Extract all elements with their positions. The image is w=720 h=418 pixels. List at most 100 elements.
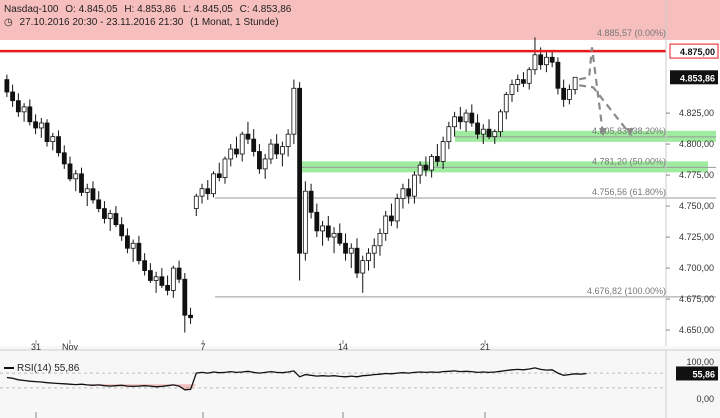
rsi-legend: RSI(14) 55,86 xyxy=(4,363,79,374)
candle-body xyxy=(486,128,492,138)
candle-body xyxy=(10,91,16,102)
candle-body xyxy=(251,138,257,152)
candle-body xyxy=(113,213,119,226)
projection-arrowhead-2 xyxy=(626,128,634,137)
candle-body xyxy=(429,156,435,171)
candle-body xyxy=(257,151,262,170)
candle-body xyxy=(245,133,251,140)
y-tick-label: 4.775,00 xyxy=(679,170,714,180)
close-label: C: 4.853,86 xyxy=(239,4,292,15)
candle-body xyxy=(434,156,440,162)
y-tick-label: 4.650,00 xyxy=(679,325,714,335)
rsi-line xyxy=(6,367,587,391)
candle-body xyxy=(314,211,320,232)
candle-body xyxy=(532,54,538,71)
candle-body xyxy=(67,163,73,180)
rsi-legend-swatch xyxy=(4,367,14,370)
candle-body xyxy=(503,94,509,113)
rsi-value: 55,86 xyxy=(54,363,80,374)
candle-body xyxy=(136,242,142,262)
candle-body xyxy=(102,208,107,219)
candle-body xyxy=(526,69,532,84)
candle-body xyxy=(377,232,383,247)
candle-body xyxy=(182,278,188,316)
candle-body xyxy=(360,260,366,274)
y-tick-label: 4.700,00 xyxy=(679,263,714,273)
candle-body xyxy=(348,247,354,254)
candle-body xyxy=(343,242,348,254)
candle-body xyxy=(216,173,222,178)
candle-body xyxy=(15,100,21,113)
rsi-indicator: 100,00 0,00 55,86 xyxy=(0,350,718,418)
candle-body xyxy=(193,195,199,209)
fib-label-4: 4.676,82 (100.00%) xyxy=(587,286,666,296)
candle-body xyxy=(572,76,578,90)
candle-body xyxy=(279,146,285,155)
candle-body xyxy=(176,267,182,280)
rsi-oversold-fill xyxy=(6,384,587,390)
candle-body xyxy=(440,141,446,162)
candle-body xyxy=(366,252,371,262)
candle-body xyxy=(302,190,308,254)
y-tick-label: 4.800,00 xyxy=(679,139,714,149)
rsi-panel-bg xyxy=(0,346,720,418)
candle-body xyxy=(142,260,148,271)
candle-body xyxy=(406,188,412,197)
candle-body xyxy=(561,87,567,100)
candle-body xyxy=(297,87,303,254)
x-tick-label: 7 xyxy=(200,342,205,352)
candle-body xyxy=(125,235,130,249)
candle-body xyxy=(38,122,44,129)
candles xyxy=(4,37,578,333)
candle-body xyxy=(337,232,343,244)
candle-body xyxy=(308,190,314,213)
y-tick-label: 4.675,00 xyxy=(679,294,714,304)
fib-label-2: 4.781,20 (50.00%) xyxy=(592,156,666,166)
projection-arrow-1 xyxy=(578,47,605,135)
candle-body xyxy=(446,126,452,143)
candle-body xyxy=(544,56,549,66)
candle-body xyxy=(211,173,216,195)
candle-body xyxy=(96,199,102,209)
rsi-tick-100: 100,00 xyxy=(686,357,714,367)
candle-body xyxy=(33,121,38,129)
candle-body xyxy=(492,131,498,138)
candle-body xyxy=(371,245,377,254)
candle-body xyxy=(475,122,480,135)
symbol-label: Nasdaq-100 xyxy=(4,4,59,15)
candle-body xyxy=(469,112,475,124)
candle-body xyxy=(61,152,67,165)
candle-body xyxy=(383,215,389,234)
candle-body xyxy=(199,188,205,197)
time-axis: 31 Nov 7 14 21 xyxy=(31,340,490,352)
x-tick-label: Nov xyxy=(62,342,79,352)
fib-label-0: 4.885,57 (0.00%) xyxy=(597,28,666,38)
candle-body xyxy=(4,79,10,93)
fib-label-3: 4.756,56 (61.80%) xyxy=(592,187,666,197)
y-tick-label: 4.825,00 xyxy=(679,108,714,118)
candle-body xyxy=(423,164,429,171)
candle-body xyxy=(159,276,165,286)
open-label: O: 4.845,05 xyxy=(65,4,118,15)
candle-body xyxy=(56,136,61,154)
candle-body xyxy=(457,116,463,123)
interval-label: (1 Monat, 1 Stunde) xyxy=(190,17,279,28)
candle-body xyxy=(274,143,280,155)
candle-body xyxy=(394,198,400,222)
candle-body xyxy=(50,136,56,142)
candle-body xyxy=(107,213,113,219)
header-line-2: ◷ 27.10.2016 20:30 - 23.11.2016 21:30 (1… xyxy=(4,17,283,28)
range-label: 27.10.2016 20:30 - 23.11.2016 21:30 xyxy=(19,17,184,28)
candle-body xyxy=(417,164,423,176)
candle-body xyxy=(147,270,153,281)
y-tick-label: 4.750,00 xyxy=(679,201,714,211)
candle-body xyxy=(188,314,193,319)
x-tick-label: 21 xyxy=(480,342,490,352)
rsi-tick-0: 0,00 xyxy=(696,394,714,404)
candle-body xyxy=(538,54,544,66)
candle-body xyxy=(21,106,27,113)
candle-body xyxy=(389,215,394,222)
candle-body xyxy=(400,188,406,200)
x-tick-label: 31 xyxy=(31,342,41,352)
